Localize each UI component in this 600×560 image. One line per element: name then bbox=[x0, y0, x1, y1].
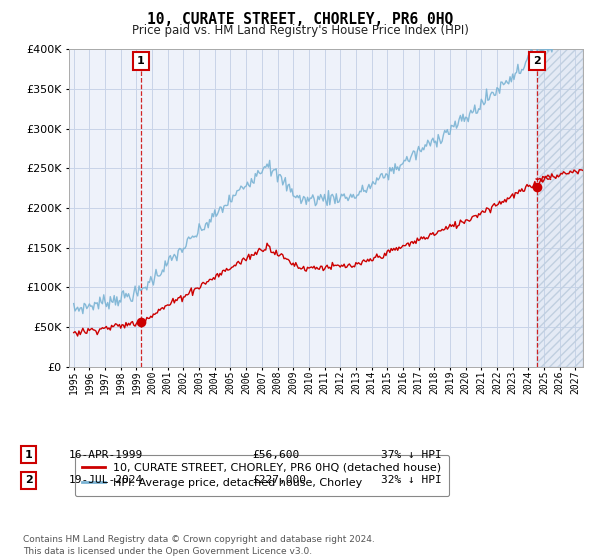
Text: 1: 1 bbox=[137, 56, 145, 66]
Text: 2: 2 bbox=[25, 475, 32, 486]
Text: £227,000: £227,000 bbox=[252, 475, 306, 486]
Text: 10, CURATE STREET, CHORLEY, PR6 0HQ: 10, CURATE STREET, CHORLEY, PR6 0HQ bbox=[147, 12, 453, 27]
Legend: 10, CURATE STREET, CHORLEY, PR6 0HQ (detached house), HPI: Average price, detach: 10, CURATE STREET, CHORLEY, PR6 0HQ (det… bbox=[74, 455, 449, 496]
Text: 37% ↓ HPI: 37% ↓ HPI bbox=[381, 450, 442, 460]
Text: 16-APR-1999: 16-APR-1999 bbox=[69, 450, 143, 460]
Text: £56,600: £56,600 bbox=[252, 450, 299, 460]
Text: 19-JUL-2024: 19-JUL-2024 bbox=[69, 475, 143, 486]
Text: Contains HM Land Registry data © Crown copyright and database right 2024.
This d: Contains HM Land Registry data © Crown c… bbox=[23, 535, 374, 556]
Bar bbox=[537, 49, 583, 367]
Text: 1: 1 bbox=[25, 450, 32, 460]
Text: 32% ↓ HPI: 32% ↓ HPI bbox=[381, 475, 442, 486]
Text: Price paid vs. HM Land Registry's House Price Index (HPI): Price paid vs. HM Land Registry's House … bbox=[131, 24, 469, 37]
Bar bbox=[537, 49, 583, 367]
Text: 2: 2 bbox=[533, 56, 541, 66]
